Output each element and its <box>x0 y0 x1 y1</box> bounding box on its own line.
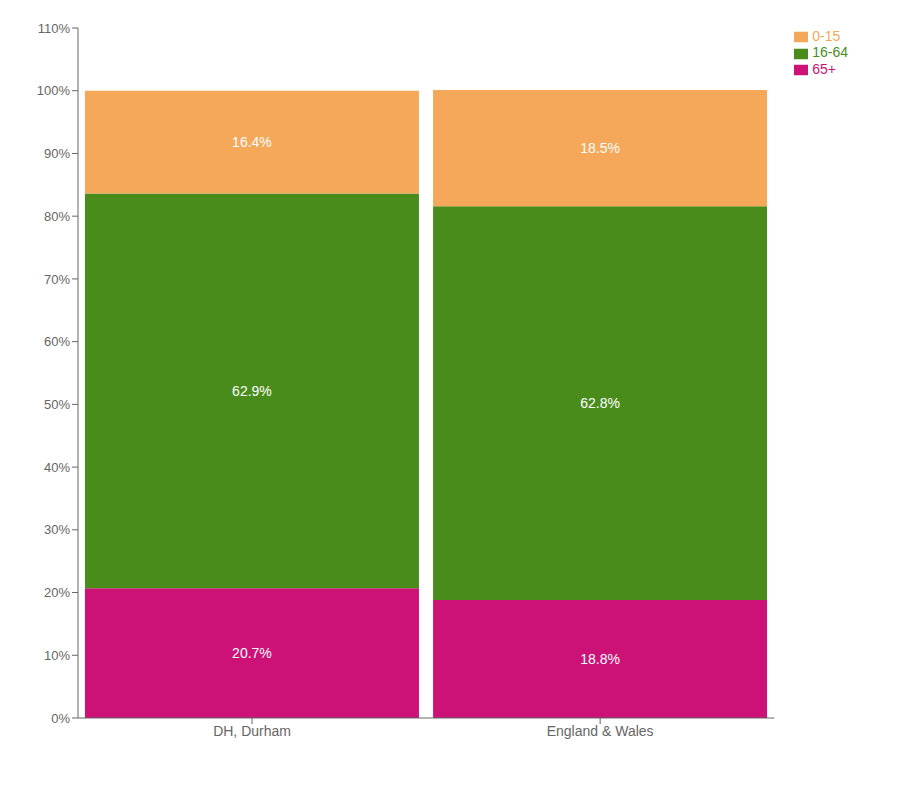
svg-text:110%: 110% <box>38 21 71 36</box>
svg-text:50%: 50% <box>44 397 70 412</box>
svg-text:70%: 70% <box>44 272 70 287</box>
svg-text:18.8%: 18.8% <box>580 651 620 667</box>
svg-text:18.5%: 18.5% <box>580 140 620 156</box>
svg-text:DH, Durham: DH, Durham <box>213 723 291 739</box>
html-text:0-15: 0-15 <box>812 28 841 44</box>
svg-text:62.8%: 62.8% <box>580 395 620 411</box>
svg-text:20%: 20% <box>44 585 70 600</box>
svg-text:40%: 40% <box>44 460 70 475</box>
svg-text:60%: 60% <box>44 334 70 349</box>
svg-text:90%: 90% <box>44 146 70 161</box>
html-text:65+: 65+ <box>812 60 836 77</box>
svg-text:30%: 30% <box>44 522 70 537</box>
svg-text:10%: 10% <box>44 648 70 663</box>
svg-text:100%: 100% <box>37 83 71 98</box>
svg-text:16.4%: 16.4% <box>232 134 272 150</box>
svg-text:0%: 0% <box>51 711 70 726</box>
svg-text:80%: 80% <box>44 209 70 224</box>
svg-text:England & Wales: England & Wales <box>547 723 654 739</box>
svg-text:20.7%: 20.7% <box>232 645 272 661</box>
svg-text:62.9%: 62.9% <box>232 383 272 399</box>
html-text:16-64: 16-64 <box>812 44 848 61</box>
